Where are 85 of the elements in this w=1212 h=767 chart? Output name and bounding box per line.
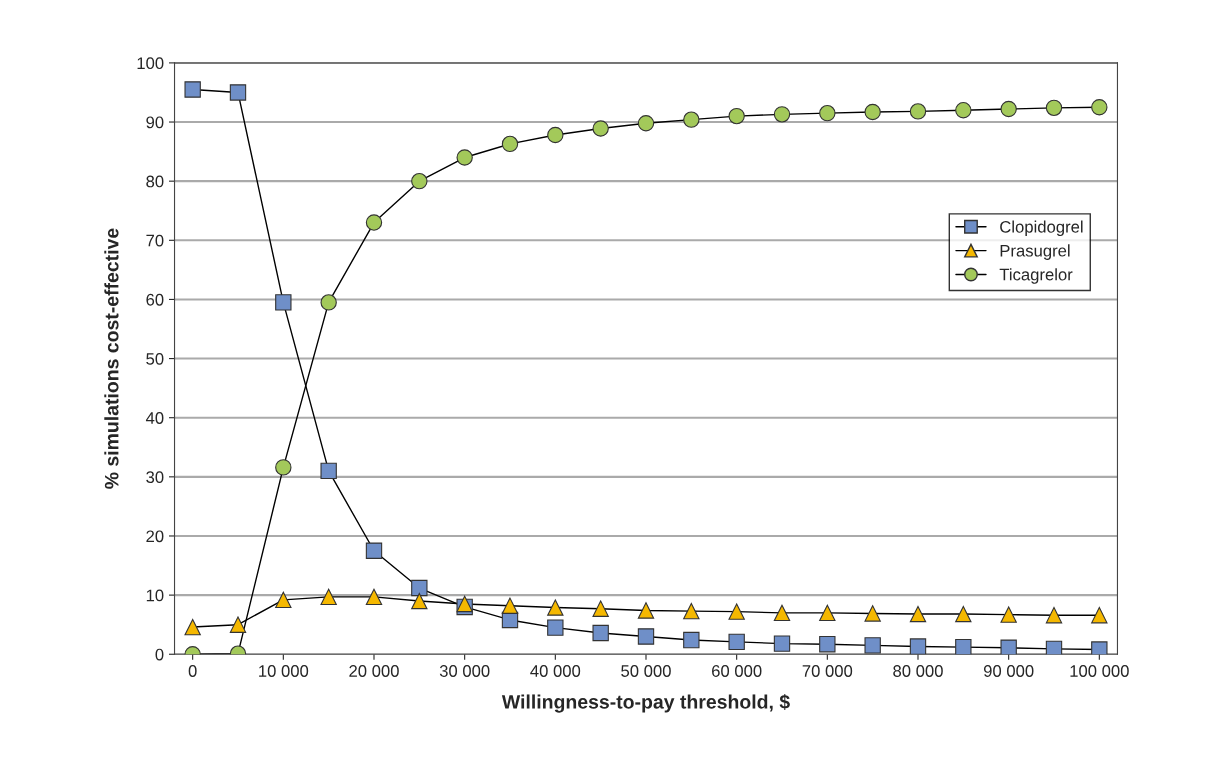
point: [864, 605, 881, 622]
point: [320, 462, 337, 480]
point: [728, 107, 745, 125]
point: [184, 81, 201, 98]
point: [1045, 640, 1063, 655]
point: [592, 600, 609, 617]
point: [909, 638, 927, 655]
point: [592, 120, 609, 137]
y-tick-label: 30: [146, 471, 164, 484]
point: [501, 597, 519, 614]
point: [229, 616, 247, 633]
point: [637, 628, 655, 645]
legend-label: Prasugrel: [1000, 244, 1070, 260]
point: [1000, 606, 1017, 623]
x-tick-label: 30 000: [439, 665, 490, 677]
x-tick-label: 80 000: [893, 665, 943, 677]
y-tick-label: 20: [146, 530, 164, 543]
y-tick-label: 10: [146, 589, 164, 602]
point: [1000, 100, 1017, 118]
point: [819, 636, 836, 653]
point: [1000, 639, 1017, 655]
y-tick-label: 50: [146, 352, 164, 365]
point: [864, 637, 881, 654]
y-tick-label: 0: [155, 648, 164, 661]
x-axis-title: Willingness-to-pay threshold, $: [501, 694, 790, 713]
point: [683, 111, 700, 128]
y-tick-label: 100: [137, 57, 164, 70]
point: [275, 459, 292, 476]
point: [365, 588, 383, 606]
point: [683, 602, 700, 620]
point: [637, 602, 655, 619]
x-tick-label: 70 000: [802, 665, 853, 677]
point: [1045, 607, 1063, 624]
point: [275, 294, 292, 311]
point: [637, 115, 655, 132]
point: [1045, 99, 1063, 117]
point: [819, 604, 836, 622]
point: [955, 638, 972, 655]
y-tick-label: 80: [146, 175, 164, 188]
point: [547, 599, 564, 616]
point: [728, 633, 745, 651]
x-tick-label: 50 000: [621, 665, 671, 677]
point: [728, 603, 745, 620]
point: [773, 106, 791, 123]
point: [275, 591, 292, 609]
point: [501, 135, 519, 153]
point: [365, 214, 383, 231]
y-tick-label: 60: [146, 293, 164, 306]
point: [1091, 99, 1108, 116]
point: [955, 605, 972, 623]
point: [1091, 607, 1108, 624]
legend-label: Ticagrelor: [999, 268, 1073, 284]
y-tick-label: 70: [146, 234, 164, 247]
point: [411, 579, 428, 597]
point: [773, 635, 791, 652]
legend-label: Clopidogrel: [1000, 220, 1083, 237]
point: [411, 592, 428, 610]
point: [955, 102, 972, 119]
point: [456, 149, 473, 166]
point: [184, 618, 201, 636]
x-tick-label: 10 000: [259, 665, 309, 677]
point: [592, 624, 609, 642]
point: [547, 126, 564, 144]
point: [909, 605, 927, 623]
x-tick-label: 20 000: [349, 665, 399, 677]
point: [547, 619, 564, 636]
x-tick-label: 0: [188, 665, 197, 677]
point: [411, 172, 428, 190]
point: [819, 104, 836, 122]
x-tick-label: 100 000: [1070, 665, 1129, 677]
x-tick-label: 40 000: [530, 665, 581, 677]
point: [909, 103, 927, 120]
y-axis-title: % simulations cost-effective: [104, 228, 119, 489]
x-tick-label: 90 000: [983, 665, 1034, 677]
y-tick-label: 90: [146, 116, 164, 129]
y-tick-label: 40: [145, 412, 164, 424]
point: [320, 588, 337, 606]
point: [365, 542, 383, 559]
point: [683, 631, 700, 649]
point: [773, 604, 791, 622]
x-tick-label: 60 000: [712, 665, 762, 677]
point: [864, 103, 881, 121]
point: [229, 84, 247, 101]
point: [320, 294, 337, 311]
point: [1091, 641, 1108, 655]
